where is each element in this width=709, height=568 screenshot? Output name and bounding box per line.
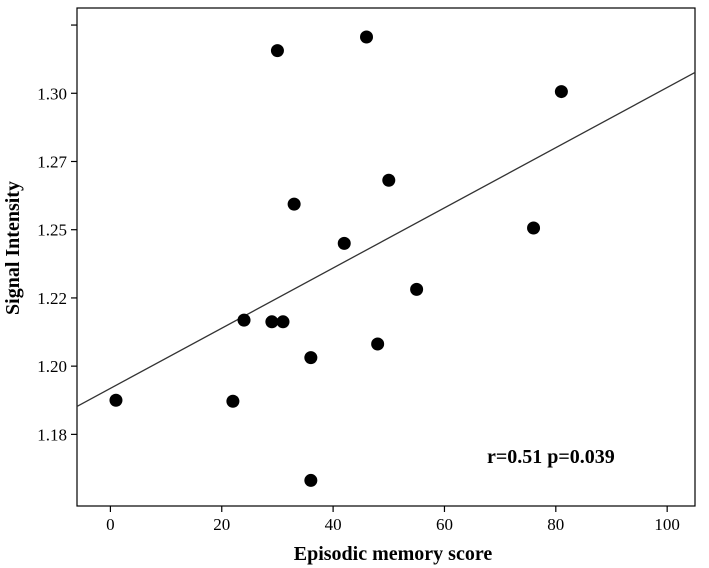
data-point [304,351,318,365]
data-point [265,315,279,329]
y-tick-label: 1.30 [37,84,67,103]
x-tick-label: 20 [213,515,230,534]
axes: 0 20 40 60 80 100 1.18 1.20 1.22 1.25 1.27 1.30 [37,7,696,534]
data-point [410,282,424,296]
y-tick-label: 1.22 [37,289,67,308]
data-point [304,473,318,487]
x-tick-label: 0 [106,515,115,534]
x-tick-label: 60 [436,515,453,534]
y-tick-label: 1.18 [37,425,67,444]
data-point [276,315,290,329]
data-point [527,221,541,235]
correlation-annotation: r=0.51 p=0.039 [487,446,615,468]
data-point [360,30,374,44]
data-point [554,85,568,99]
data-point [270,44,284,58]
data-point [109,393,123,407]
data-point [226,394,240,408]
y-tick-label: 1.20 [37,357,67,376]
data-point [237,313,251,327]
x-tick-label: 100 [654,515,680,534]
data-points [109,30,568,487]
fit-line [76,71,696,407]
data-point [287,197,301,211]
fit-line-group [76,71,696,407]
data-point [337,236,351,250]
data-point [382,173,396,187]
y-tick-label: 1.27 [37,152,67,171]
x-tick-label: 40 [325,515,342,534]
x-tick-label: 80 [547,515,564,534]
data-point [371,337,385,351]
plot-frame [76,7,696,507]
y-axis-title: Signal Intensity [2,181,24,315]
x-axis-title: Episodic memory score [294,543,493,565]
y-tick-label: 1.25 [37,221,67,240]
